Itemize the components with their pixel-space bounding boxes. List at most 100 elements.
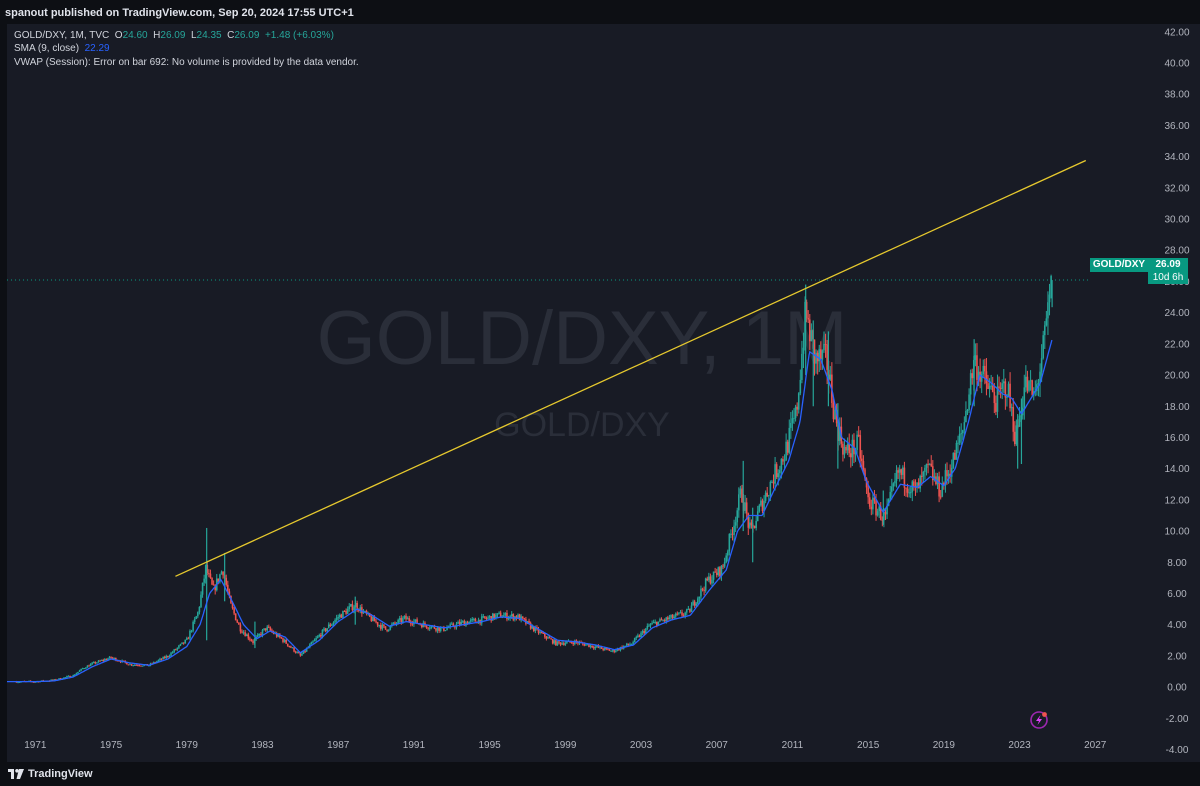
lightning-icon[interactable] xyxy=(1030,711,1048,729)
y-tick-label: 18.00 xyxy=(1164,402,1189,413)
candle-body xyxy=(304,650,306,652)
candle-body xyxy=(655,621,658,626)
candle-body xyxy=(758,505,761,512)
candle-body xyxy=(170,652,172,656)
candle-body xyxy=(469,619,472,622)
candle-body xyxy=(996,386,999,412)
candle-body xyxy=(294,651,297,653)
candle-body xyxy=(826,344,828,370)
candle-body xyxy=(192,621,194,631)
candle-body xyxy=(1026,376,1029,391)
trend-line[interactable] xyxy=(175,159,1087,577)
candle-body xyxy=(279,634,281,638)
candle-body xyxy=(446,627,448,631)
candle-body xyxy=(540,631,543,633)
candle-body xyxy=(110,656,112,658)
candle-body xyxy=(160,658,163,660)
candle-body xyxy=(872,497,874,510)
candle-body xyxy=(640,632,642,637)
candle-body xyxy=(534,627,537,632)
candle-body xyxy=(140,665,142,667)
candle-body xyxy=(771,481,773,483)
candle-body xyxy=(592,647,595,649)
candle-body xyxy=(312,641,314,643)
candle-body xyxy=(558,641,560,643)
y-tick-label: 14.00 xyxy=(1164,464,1189,475)
time-axis[interactable]: 1971 1975 1979 1983 1987 1991 1995 1999 2003 2007… xyxy=(24,740,1107,751)
candle-body xyxy=(452,623,455,627)
candle-body xyxy=(736,510,739,523)
candle-body xyxy=(548,637,551,639)
candle-body xyxy=(708,576,710,581)
legend-vwap[interactable]: VWAP (Session): Error on bar 692: No vol… xyxy=(14,57,359,68)
price-chart[interactable]: GOLD/DXY, 1M GOLD/DXY -4.00 -2.00 0.00 2.00 4… xyxy=(7,24,1200,762)
candle-body xyxy=(965,410,967,423)
candle-body xyxy=(782,458,784,462)
chart-pane[interactable]: GOLD/DXY, 1M GOLD/DXY -4.00 -2.00 0.00 2.00 4… xyxy=(7,24,1200,762)
candle-body xyxy=(1029,380,1032,382)
candle-body xyxy=(231,603,234,609)
price-axis[interactable]: -4.00 -2.00 0.00 2.00 4.00 6.00 8.00 10.00 12.00… xyxy=(1164,27,1189,756)
candle-body xyxy=(876,511,879,516)
candle-body xyxy=(394,622,396,624)
candle-body xyxy=(988,386,991,389)
candle-body xyxy=(468,621,470,625)
y-tick-label: 10.00 xyxy=(1164,527,1189,538)
candle-body xyxy=(924,467,926,472)
candle-body xyxy=(482,616,485,618)
candle-body xyxy=(135,664,138,666)
candle-body xyxy=(1028,381,1030,391)
candle-body xyxy=(755,520,757,529)
candle-body xyxy=(1047,302,1049,319)
candle-body xyxy=(993,391,996,404)
candle-body xyxy=(310,642,313,645)
candle-body xyxy=(644,628,647,634)
candle-body xyxy=(491,613,494,621)
candle-body xyxy=(700,588,702,597)
candle-body xyxy=(264,628,267,631)
candle-body xyxy=(881,519,884,521)
candle-body xyxy=(641,630,644,633)
legend-sma[interactable]: SMA (9, close) 22.29 xyxy=(14,42,110,55)
publisher-line: spanout published on TradingView.com, Se… xyxy=(5,7,354,19)
candle-body xyxy=(75,673,78,675)
candle-body xyxy=(201,582,204,595)
candle-body xyxy=(454,626,456,628)
candle-body xyxy=(632,642,634,644)
candle-body xyxy=(785,441,787,461)
candle-body xyxy=(761,500,764,512)
candle-body xyxy=(779,469,781,474)
candle-body xyxy=(938,476,940,497)
candle-body xyxy=(652,622,655,624)
candle-body xyxy=(126,662,128,665)
candle-body xyxy=(906,488,909,493)
candle-body xyxy=(517,614,519,619)
candle-body xyxy=(86,665,89,668)
candle-body xyxy=(1040,358,1043,372)
candle-body xyxy=(943,483,945,486)
y-tick-label: 24.00 xyxy=(1164,308,1189,319)
candle-body xyxy=(845,446,847,451)
candle-body xyxy=(250,639,253,642)
candle-body xyxy=(1045,318,1048,326)
sma-path xyxy=(7,339,1053,683)
watermark: GOLD/DXY, 1M GOLD/DXY xyxy=(317,296,848,444)
symbol-price-badge: GOLD/DXY xyxy=(1090,258,1148,272)
x-tick-label: 1999 xyxy=(554,740,577,751)
candle-body xyxy=(750,522,753,526)
candle-body xyxy=(343,610,346,612)
candle-body xyxy=(807,318,810,320)
candle-body xyxy=(67,675,70,677)
candle-body xyxy=(801,353,803,380)
candle-body xyxy=(894,480,896,484)
candle-body xyxy=(220,571,223,575)
x-tick-label: 1987 xyxy=(327,740,350,751)
candle-body xyxy=(302,650,305,654)
candle-body xyxy=(108,656,111,659)
candle-body xyxy=(714,571,716,573)
candle-body xyxy=(1012,407,1015,432)
y-tick-label: 38.00 xyxy=(1164,90,1189,101)
candle-body xyxy=(753,525,756,529)
candle-body xyxy=(799,379,802,394)
tradingview-logo[interactable]: TradingView xyxy=(8,767,93,781)
